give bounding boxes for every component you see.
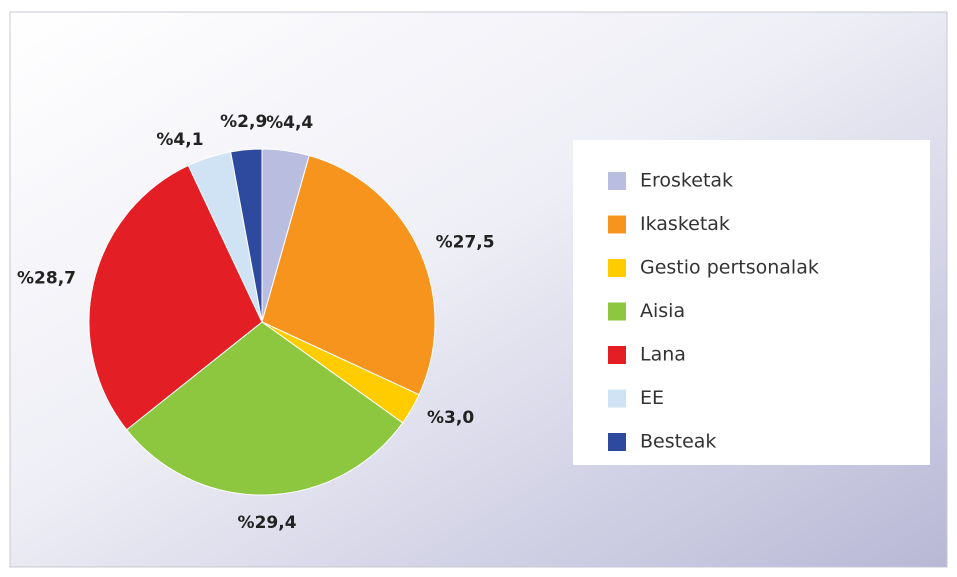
legend-swatch bbox=[608, 346, 626, 364]
data-label: %29,4 bbox=[238, 513, 297, 533]
legend-label: Erosketak bbox=[640, 170, 733, 192]
data-label: %3,0 bbox=[427, 408, 474, 428]
pie-slice bbox=[261, 154, 436, 396]
legend-swatch bbox=[608, 433, 626, 451]
legend-label: Lana bbox=[640, 344, 686, 366]
legend-label: Besteak bbox=[640, 431, 716, 453]
data-label: %2,9 bbox=[220, 112, 267, 132]
legend-label: Aisia bbox=[640, 300, 685, 322]
pie-slice bbox=[125, 321, 404, 496]
data-label: %28,7 bbox=[17, 269, 76, 289]
data-label: %4,1 bbox=[156, 130, 203, 150]
data-label: %4,4 bbox=[266, 113, 313, 133]
legend-swatch bbox=[608, 302, 626, 321]
legend-box bbox=[573, 140, 930, 465]
legend-swatch bbox=[608, 172, 626, 190]
legend-label: Gestio pertsonalak bbox=[640, 257, 819, 279]
pie-slice bbox=[230, 148, 263, 323]
legend-swatch bbox=[608, 215, 626, 234]
legend-swatch bbox=[608, 389, 626, 408]
legend-swatch bbox=[608, 259, 626, 277]
data-label: %27,5 bbox=[436, 232, 495, 252]
legend-label: Ikasketak bbox=[640, 213, 730, 235]
pie-slice bbox=[88, 164, 263, 431]
legend-label: EE bbox=[640, 387, 664, 409]
